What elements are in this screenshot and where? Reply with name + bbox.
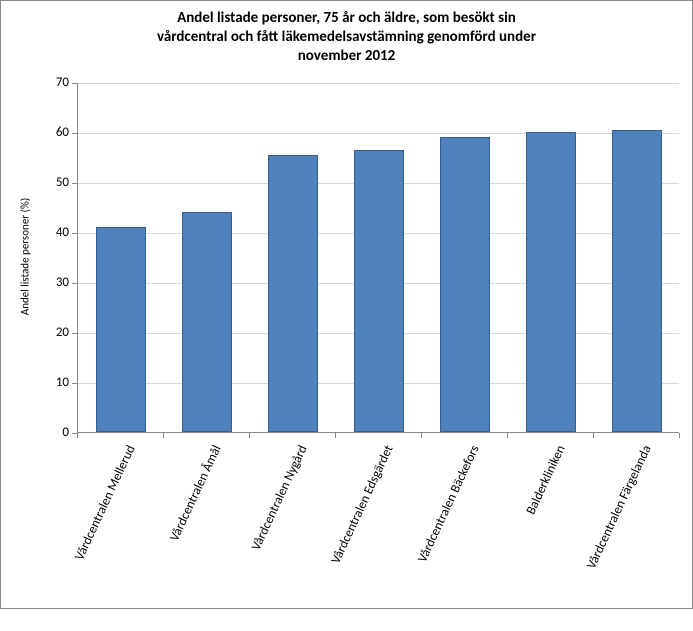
bar bbox=[96, 227, 146, 432]
chart-title-line-1: Andel listade personer, 75 år och äldre,… bbox=[177, 9, 516, 27]
y-tick-mark bbox=[72, 333, 77, 334]
bar bbox=[612, 130, 662, 433]
chart-title-line-3: november 2012 bbox=[298, 47, 396, 65]
y-tick-mark bbox=[72, 133, 77, 134]
y-tick-mark bbox=[72, 233, 77, 234]
x-tick-label: Vårdcentralen Bäckefors bbox=[384, 443, 482, 631]
x-tick-label: Vårdcentralen Mellerud bbox=[40, 443, 138, 631]
x-tick-label: Vårdcentralen Färgelanda bbox=[556, 443, 654, 631]
x-tick-label: Vårdcentralen Åmål bbox=[126, 443, 224, 631]
x-tick-label: Vårdcentralen Edsgärdet bbox=[298, 443, 396, 631]
bar bbox=[268, 155, 318, 433]
y-tick-label: 60 bbox=[29, 125, 69, 140]
x-tick-mark bbox=[249, 433, 250, 438]
x-tick-mark bbox=[335, 433, 336, 438]
y-tick-mark bbox=[72, 383, 77, 384]
chart-frame: Andel listade personer, 75 år och äldre,… bbox=[0, 0, 693, 609]
chart-title: Andel listade personer, 75 år och äldre,… bbox=[1, 9, 692, 65]
bar bbox=[182, 212, 232, 432]
y-tick-label: 20 bbox=[29, 325, 69, 340]
x-tick-mark bbox=[163, 433, 164, 438]
gridline bbox=[78, 133, 679, 134]
gridline bbox=[78, 83, 679, 84]
x-tick-label: Vårdcentralen Nygård bbox=[212, 443, 310, 631]
x-tick-mark bbox=[421, 433, 422, 438]
plot-area bbox=[77, 83, 679, 433]
bar bbox=[440, 137, 490, 432]
bar bbox=[526, 132, 576, 432]
x-tick-label: Balderkliniken bbox=[470, 443, 568, 631]
y-tick-mark bbox=[72, 283, 77, 284]
y-tick-label: 0 bbox=[29, 425, 69, 440]
chart-title-line-2: vårdcentral och fått läkemedelsavstämnin… bbox=[157, 28, 536, 46]
y-tick-label: 70 bbox=[29, 75, 69, 90]
y-tick-mark bbox=[72, 83, 77, 84]
y-tick-label: 50 bbox=[29, 175, 69, 190]
x-tick-mark bbox=[507, 433, 508, 438]
y-tick-label: 40 bbox=[29, 225, 69, 240]
x-tick-mark bbox=[679, 433, 680, 438]
y-tick-label: 30 bbox=[29, 275, 69, 290]
bar bbox=[354, 150, 404, 433]
y-tick-mark bbox=[72, 183, 77, 184]
x-tick-mark bbox=[593, 433, 594, 438]
x-tick-mark bbox=[77, 433, 78, 438]
y-tick-label: 10 bbox=[29, 375, 69, 390]
